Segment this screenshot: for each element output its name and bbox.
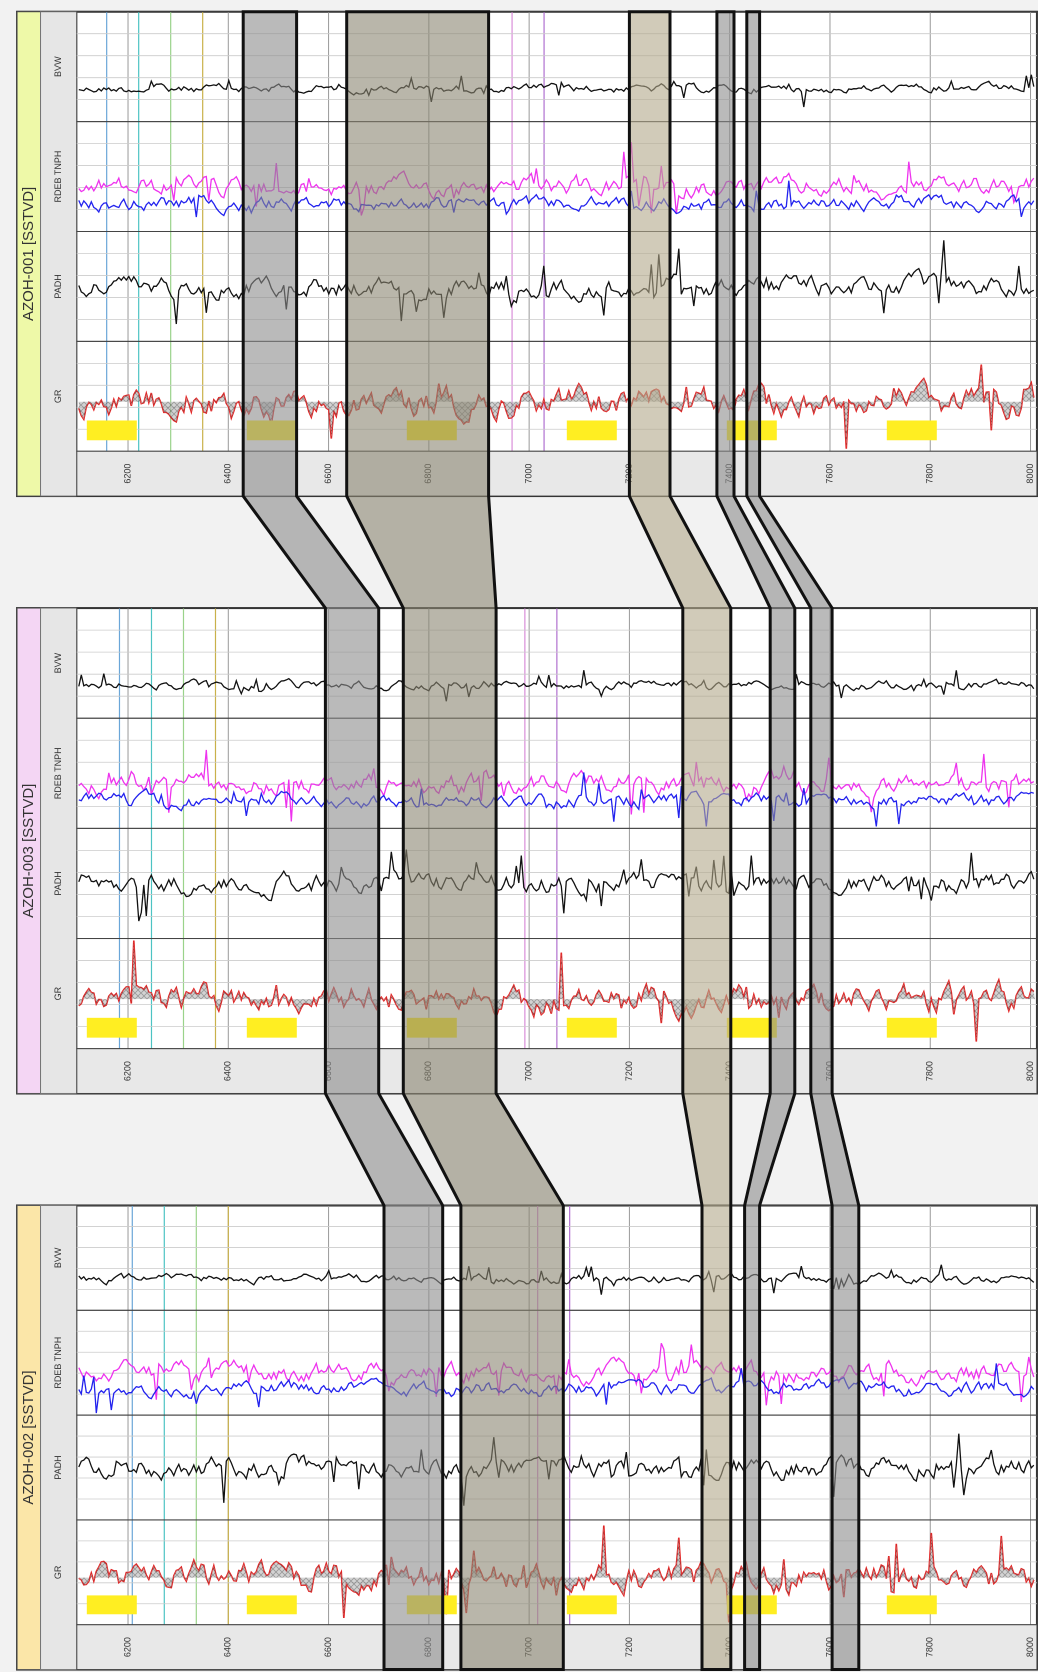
- track-name: GR: [53, 986, 63, 1000]
- depth-axis: [76, 450, 1038, 497]
- track-name: RDEB TNPH: [53, 1337, 63, 1389]
- depth-label: 8000: [1025, 1637, 1035, 1657]
- well-name: AZOH-003 [SSTVD]: [20, 784, 37, 918]
- sand-fill: [886, 1017, 937, 1038]
- track-name: BVW: [53, 56, 63, 77]
- log-curve: [78, 670, 1035, 702]
- depth-label: 6200: [122, 464, 132, 484]
- well-name: AZOH-002 [SSTVD]: [20, 1370, 37, 1504]
- track-name: PADH: [53, 1455, 63, 1479]
- depth-label: 6200: [122, 1637, 132, 1657]
- correlation-band: [715, 10, 797, 1671]
- track-name: RDEB TNPH: [53, 151, 63, 203]
- depth-label: 6400: [223, 1637, 233, 1657]
- sand-fill: [566, 1017, 617, 1038]
- track-header-column: [40, 11, 78, 497]
- track-name: BVW: [53, 1247, 63, 1268]
- sand-fill: [886, 1595, 937, 1615]
- depth-label: 6600: [323, 464, 333, 484]
- log-curve: [78, 772, 1034, 827]
- track-name: GR: [53, 1565, 63, 1579]
- sand-fill: [86, 1017, 137, 1038]
- sand-fill: [726, 1017, 777, 1038]
- depth-label: 7200: [624, 1061, 634, 1081]
- track-name: PADH: [53, 871, 63, 895]
- log-curve: [78, 849, 1035, 922]
- sand-fill: [886, 420, 937, 441]
- log-curve: [78, 142, 1035, 216]
- log-curve: [78, 74, 1035, 108]
- track-name: RDEB TNPH: [53, 747, 63, 799]
- well-panel: AZOH-003 [SSTVD] BVW RDEB TNPH PADH GR 6200 64…: [16, 607, 1038, 1095]
- well-name: AZOH-001 [SSTVD]: [20, 187, 37, 321]
- depth-label: 6400: [223, 1061, 233, 1081]
- depth-axis: [76, 1048, 1038, 1094]
- track-header-column: [40, 607, 78, 1094]
- depth-label: 7000: [524, 464, 534, 484]
- correlation-band: [345, 10, 565, 1671]
- depth-label: 7200: [624, 1637, 634, 1657]
- depth-label: 7600: [824, 1637, 834, 1657]
- depth-label: 8000: [1025, 464, 1035, 484]
- depth-label: 6400: [223, 464, 233, 484]
- sand-fill: [86, 1595, 137, 1615]
- correlation-band: [241, 10, 445, 1671]
- depth-label: 6600: [323, 1637, 333, 1657]
- track-name: BVW: [53, 652, 63, 673]
- depth-label: 8000: [1025, 1061, 1035, 1081]
- sand-fill: [566, 1595, 617, 1615]
- depth-label: 7800: [925, 1637, 935, 1657]
- sand-fill: [246, 1595, 297, 1615]
- depth-label: 6200: [122, 1061, 132, 1081]
- log-curve: [78, 240, 1035, 325]
- shale-fill: [78, 1525, 1035, 1623]
- sand-fill: [566, 420, 617, 441]
- depth-label: 7600: [824, 464, 834, 484]
- log-curve: [78, 749, 1035, 822]
- panel-frame: [16, 10, 1038, 498]
- track-name: GR: [53, 389, 63, 403]
- log-curve: [78, 180, 1035, 218]
- track-header-column: [40, 1204, 78, 1671]
- correlation-band: [627, 10, 733, 1671]
- depth-label: 7000: [524, 1061, 534, 1081]
- sand-fill: [246, 1017, 297, 1038]
- depth-label: 7800: [925, 1061, 935, 1081]
- well-panel: AZOH-001 [SSTVD] BVW RDEB TNPH PADH GR 6200 64…: [16, 10, 1038, 498]
- correlation-band: [745, 10, 861, 1671]
- track-name: PADH: [53, 274, 63, 298]
- depth-label: 7800: [925, 464, 935, 484]
- sand-fill: [86, 420, 137, 441]
